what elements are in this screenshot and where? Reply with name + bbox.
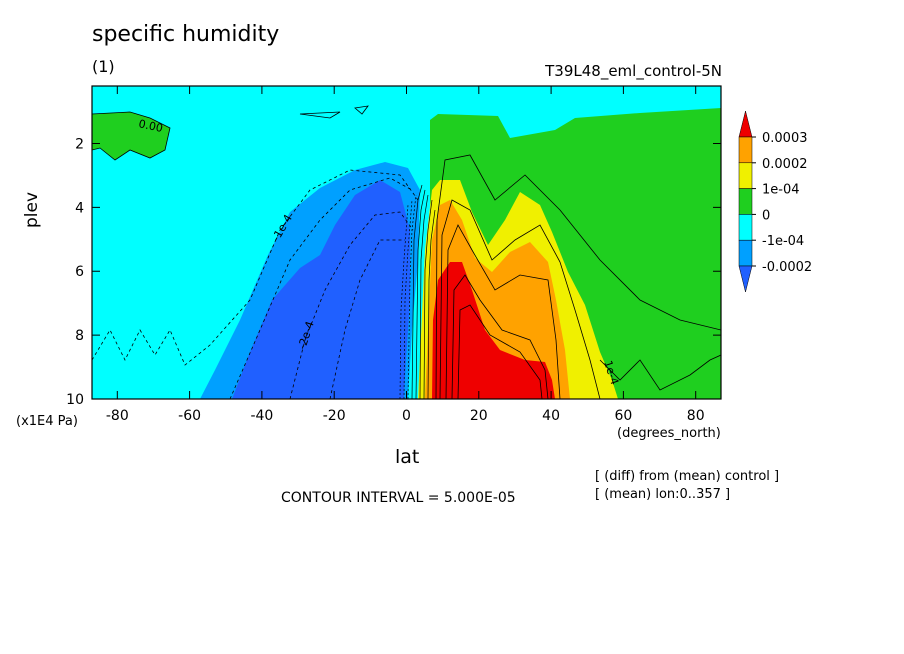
chart-title: specific humidity [92, 22, 280, 47]
y-tick-label: 10 [66, 392, 84, 408]
colorbar-segment [738, 265, 753, 293]
colorbar-segment [738, 136, 753, 164]
x-tick-label: 40 [542, 408, 560, 424]
dense-contours [399, 184, 436, 399]
y-axis: 2 4 6 8 10 [66, 136, 721, 408]
colorbar: 0.0003 0.0002 1e-04 0 -1e-04 -0.0002 [738, 110, 812, 293]
x-tick-label: -20 [323, 408, 346, 424]
x-tick-label: 60 [614, 408, 632, 424]
contour-interval: CONTOUR INTERVAL = 5.000E-05 [281, 490, 516, 506]
y-axis-unit: (x1E4 Pa) [16, 414, 78, 429]
mean-note: [ (mean) lon:0..357 ] [595, 487, 731, 502]
colorbar-label: -1e-04 [762, 234, 804, 249]
x-axis-label: lat [395, 446, 420, 468]
colorbar-label: 0 [762, 208, 770, 223]
colorbar-segment [738, 162, 753, 189]
colorbar-label: 1e-04 [762, 183, 800, 198]
colorbar-segment [738, 214, 753, 241]
x-axis-unit: (degrees_north) [617, 426, 721, 441]
colorbar-label: 0.0003 [762, 131, 808, 146]
colorbar-label: 0.0002 [762, 157, 808, 172]
y-tick-label: 6 [75, 264, 84, 280]
y-tick-label: 4 [75, 200, 84, 216]
x-tick-label: 0 [402, 408, 411, 424]
region-red [432, 262, 555, 399]
run-name: T39L48_eml_control-5N [545, 62, 722, 80]
colorbar-segment [738, 239, 753, 267]
contour-label: 0.00 [137, 117, 164, 135]
x-tick-label: -80 [106, 408, 129, 424]
colorbar-segment [738, 110, 753, 138]
region-darkblue [232, 180, 410, 399]
x-tick-label: 80 [687, 408, 705, 424]
y-tick-label: 2 [75, 136, 84, 152]
region-green-south [92, 112, 170, 160]
x-tick-label: -40 [250, 408, 273, 424]
diff-note: [ (diff) from (mean) control ] [595, 469, 780, 484]
contour-lines [92, 105, 721, 399]
colorbar-segment [738, 188, 753, 215]
chart-subtitle: (1) [92, 57, 115, 76]
x-axis: -80 -60 -40 -20 0 20 40 60 80 [106, 86, 705, 424]
colorbar-label: -0.0002 [762, 260, 812, 275]
x-tick-label: 20 [470, 408, 488, 424]
y-tick-label: 8 [75, 328, 84, 344]
x-tick-label: -60 [178, 408, 201, 424]
